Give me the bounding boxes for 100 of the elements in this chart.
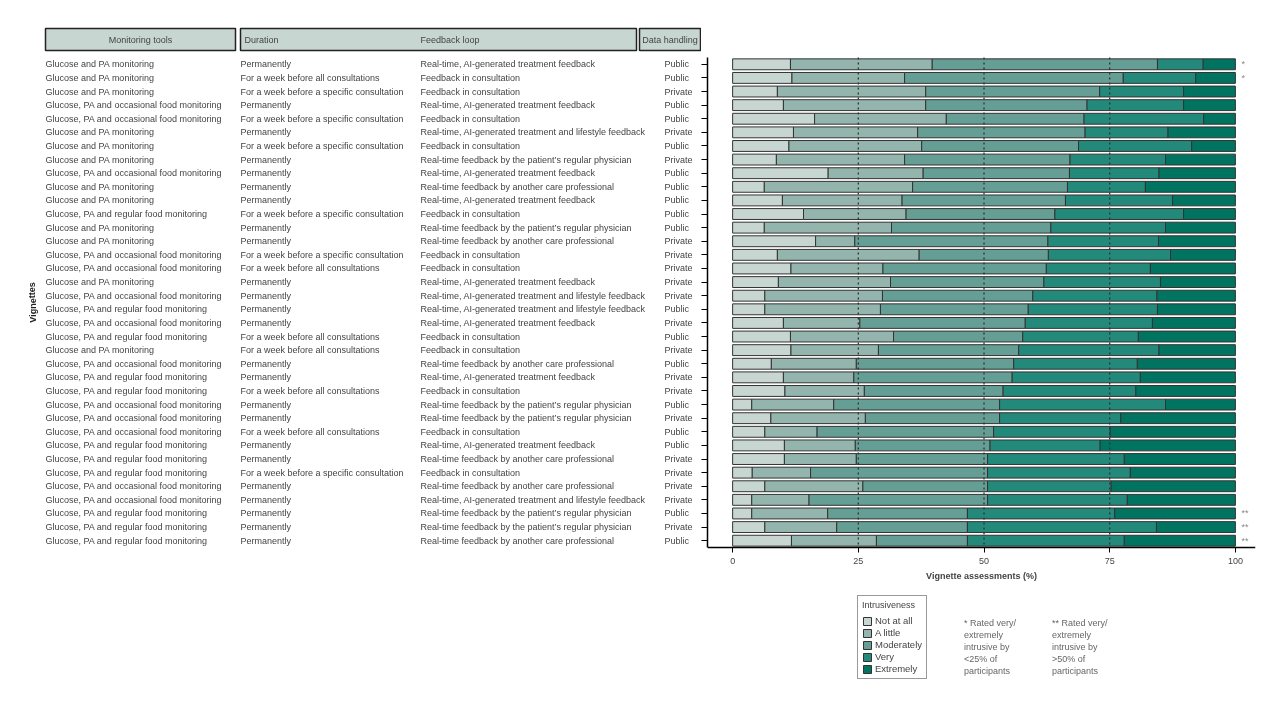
text: Glucose, PA and occasional food monitoring <box>45 358 222 369</box>
text: Permanently <box>240 522 292 533</box>
y-axis-title: Vignettes <box>27 282 38 323</box>
text: Public <box>664 113 690 124</box>
text: Feedback loop <box>420 34 480 45</box>
text: Feedback in consultation <box>420 263 521 274</box>
text: Duration <box>244 34 279 45</box>
legend-title: Intrusiveness <box>862 600 917 610</box>
data-label: ** <box>1241 508 1249 519</box>
text: Public <box>664 440 690 451</box>
legend-label: Not at all <box>875 615 913 626</box>
text: Private <box>664 467 693 478</box>
text: Real-time, AI-generated treatment feedback <box>420 195 596 206</box>
text: Permanently <box>240 358 292 369</box>
x-tick-label: 100 <box>1227 555 1243 566</box>
x-tick-label: 50 <box>979 555 990 566</box>
text: Private <box>664 413 693 424</box>
text: Public <box>664 508 690 519</box>
text: Glucose, PA and occasional food monitoring <box>45 413 222 424</box>
legend-label: Moderately <box>875 639 922 650</box>
text: Feedback in consultation <box>420 72 521 83</box>
text: Glucose, PA and regular food monitoring <box>45 454 207 465</box>
text: Public <box>664 195 690 206</box>
text: Feedback in consultation <box>420 249 521 260</box>
text: Glucose and PA monitoring <box>45 181 154 192</box>
text: Permanently <box>240 277 292 288</box>
text: Glucose, PA and occasional food monitoring <box>45 426 222 437</box>
text: Real-time, AI-generated treatment feedback <box>420 440 596 451</box>
text: Public <box>664 304 690 315</box>
text: Permanently <box>240 195 292 206</box>
text: Feedback in consultation <box>420 331 521 342</box>
text: Real-time feedback by the patient’s regular physician <box>420 522 632 533</box>
text: Real-time feedback by the patient’s regular physician <box>420 222 632 233</box>
text: Private <box>664 494 693 505</box>
text: Real-time, AI-generated treatment feedback <box>420 372 596 383</box>
text: Public <box>664 100 690 111</box>
text: Glucose, PA and regular food monitoring <box>45 508 207 519</box>
text: Private <box>664 345 693 356</box>
text: For a week before all consultations <box>240 263 381 274</box>
text: Public <box>664 426 690 437</box>
text: Real-time feedback by another care professional <box>420 358 615 369</box>
text: Real-time, AI-generated treatment feedback <box>420 277 596 288</box>
text: Permanently <box>240 154 292 165</box>
text: Glucose and PA monitoring <box>45 222 154 233</box>
text: For a week before a specific consultation <box>240 113 404 124</box>
text: Glucose and PA monitoring <box>45 195 154 206</box>
text: Private <box>664 385 693 396</box>
text: Real-time feedback by the patient’s regular physician <box>420 399 632 410</box>
text: Glucose, PA and occasional food monitoring <box>45 100 222 111</box>
text: Real-time feedback by the patient’s regular physician <box>420 508 632 519</box>
legend-label: Extremely <box>875 663 918 674</box>
text: Public <box>664 140 690 151</box>
text: Real-time, AI-generated treatment feedback <box>420 317 596 328</box>
text: Permanently <box>240 290 292 301</box>
text: Permanently <box>240 236 292 247</box>
data-label: * <box>1241 72 1246 83</box>
text: Public <box>664 535 690 546</box>
text: Glucose, PA and occasional food monitoring <box>45 399 222 410</box>
text: Data handling <box>642 34 698 45</box>
text: Permanently <box>240 440 292 451</box>
text: For a week before all consultations <box>240 426 381 437</box>
text: Glucose, PA and regular food monitoring <box>45 331 207 342</box>
text: Feedback in consultation <box>420 140 521 151</box>
text: Private <box>664 263 693 274</box>
text: Private <box>664 249 693 260</box>
text: Permanently <box>240 127 292 138</box>
text: Public <box>664 358 690 369</box>
text: Permanently <box>240 413 292 424</box>
text: Permanently <box>240 100 292 111</box>
text: Glucose and PA monitoring <box>45 86 154 97</box>
text: Private <box>664 454 693 465</box>
text: Real-time feedback by the patient’s regular physician <box>420 413 632 424</box>
text: Glucose, PA and regular food monitoring <box>45 535 207 546</box>
text: Glucose, PA and occasional food monitoring <box>45 168 222 179</box>
text: Glucose, PA and occasional food monitoring <box>45 290 222 301</box>
text: Glucose, PA and occasional food monitoring <box>45 113 222 124</box>
text: Glucose and PA monitoring <box>45 72 154 83</box>
x-tick-label: 25 <box>853 555 864 566</box>
text: Real-time feedback by the patient’s regular physician <box>420 154 632 165</box>
text: Glucose, PA and occasional food monitoring <box>45 317 222 328</box>
text: Glucose and PA monitoring <box>45 140 154 151</box>
text: Private <box>664 154 693 165</box>
text: For a week before all consultations <box>240 72 381 83</box>
text: * Rated very/ extremely intrusive by <25% of participants <box>963 618 1017 677</box>
text: Glucose and PA monitoring <box>45 127 154 138</box>
x-tick-label: 75 <box>1104 555 1115 566</box>
text: Private <box>664 277 693 288</box>
text: Real-time feedback by another care professional <box>420 454 615 465</box>
legend-label: A little <box>875 627 901 638</box>
text: Glucose, PA and occasional food monitoring <box>45 263 222 274</box>
text: For a week before a specific consultation <box>240 140 404 151</box>
text: Glucose, PA and regular food monitoring <box>45 522 207 533</box>
data-label: ** <box>1241 522 1249 533</box>
text: Public <box>664 168 690 179</box>
text: For a week before a specific consultation <box>240 467 404 478</box>
text: Feedback in consultation <box>420 426 521 437</box>
data-label: * <box>1241 59 1246 70</box>
text: Private <box>664 522 693 533</box>
text: For a week before all consultations <box>240 345 381 356</box>
text: Public <box>664 181 690 192</box>
